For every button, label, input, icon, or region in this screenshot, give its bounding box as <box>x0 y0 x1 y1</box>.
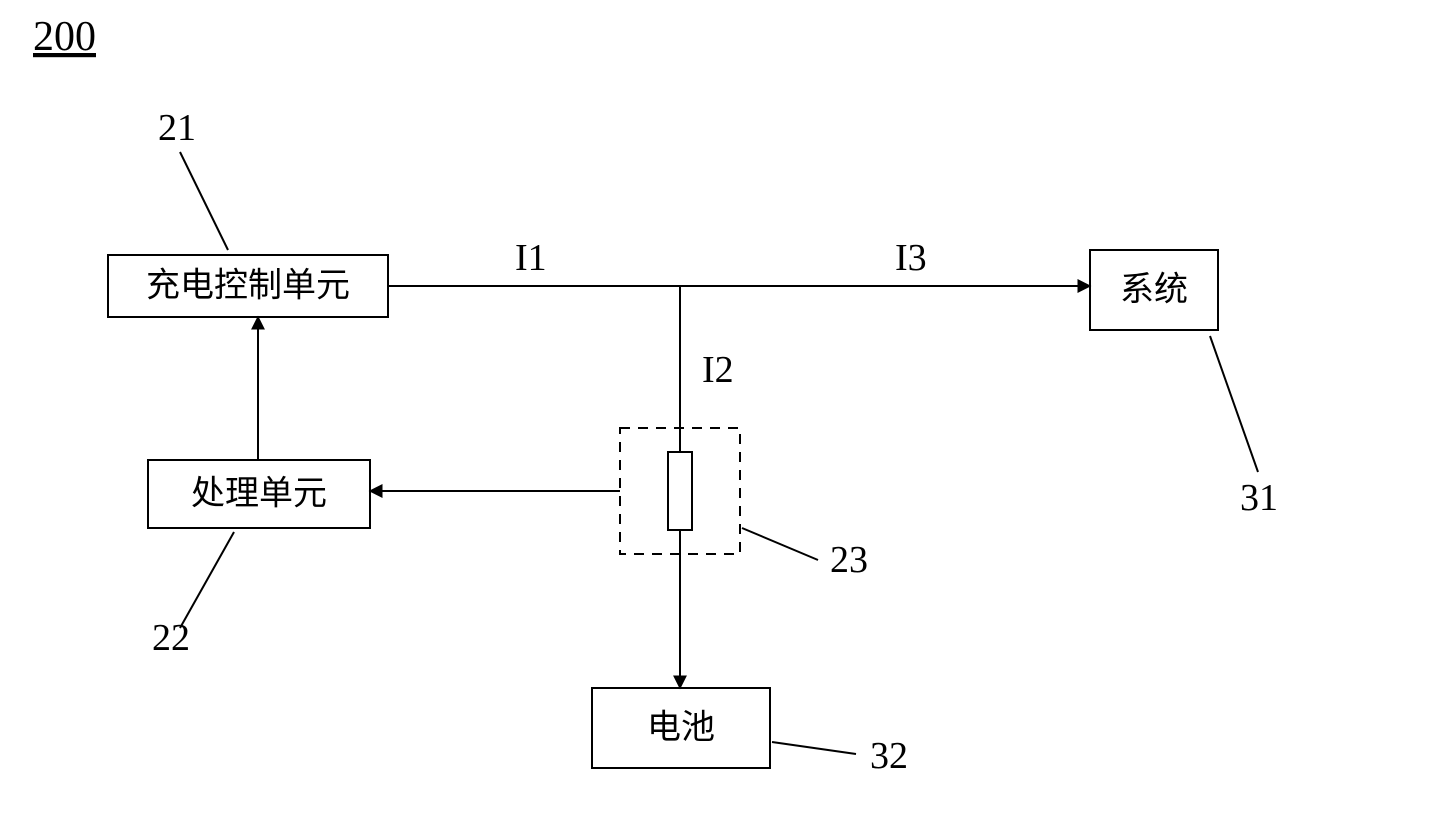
figure-number: 200 <box>33 14 96 60</box>
ref-proc_unit: 22 <box>152 617 190 659</box>
leader-system <box>1210 336 1258 472</box>
ref-battery: 32 <box>870 735 908 777</box>
ref-charge_ctrl: 21 <box>158 107 196 149</box>
leader-charge_ctrl <box>180 152 228 250</box>
ref-sensor: 23 <box>830 539 868 581</box>
node-label-proc_unit: 处理单元 <box>191 476 327 513</box>
leader-sensor <box>742 528 818 560</box>
node-label-charge_ctrl: 充电控制单元 <box>146 267 350 305</box>
edge-label-e_junction_to_sensor: I2 <box>702 349 734 391</box>
node-label-battery: 电池 <box>647 709 715 747</box>
edge-label-e_junction_to_system: I3 <box>895 237 927 279</box>
leader-battery <box>772 742 856 754</box>
edge-label-e_charge_to_junction: I1 <box>515 237 547 279</box>
node-label-system: 系统 <box>1120 271 1188 309</box>
resistor <box>668 452 692 530</box>
leader-proc_unit <box>180 532 234 628</box>
ref-system: 31 <box>1240 477 1278 519</box>
